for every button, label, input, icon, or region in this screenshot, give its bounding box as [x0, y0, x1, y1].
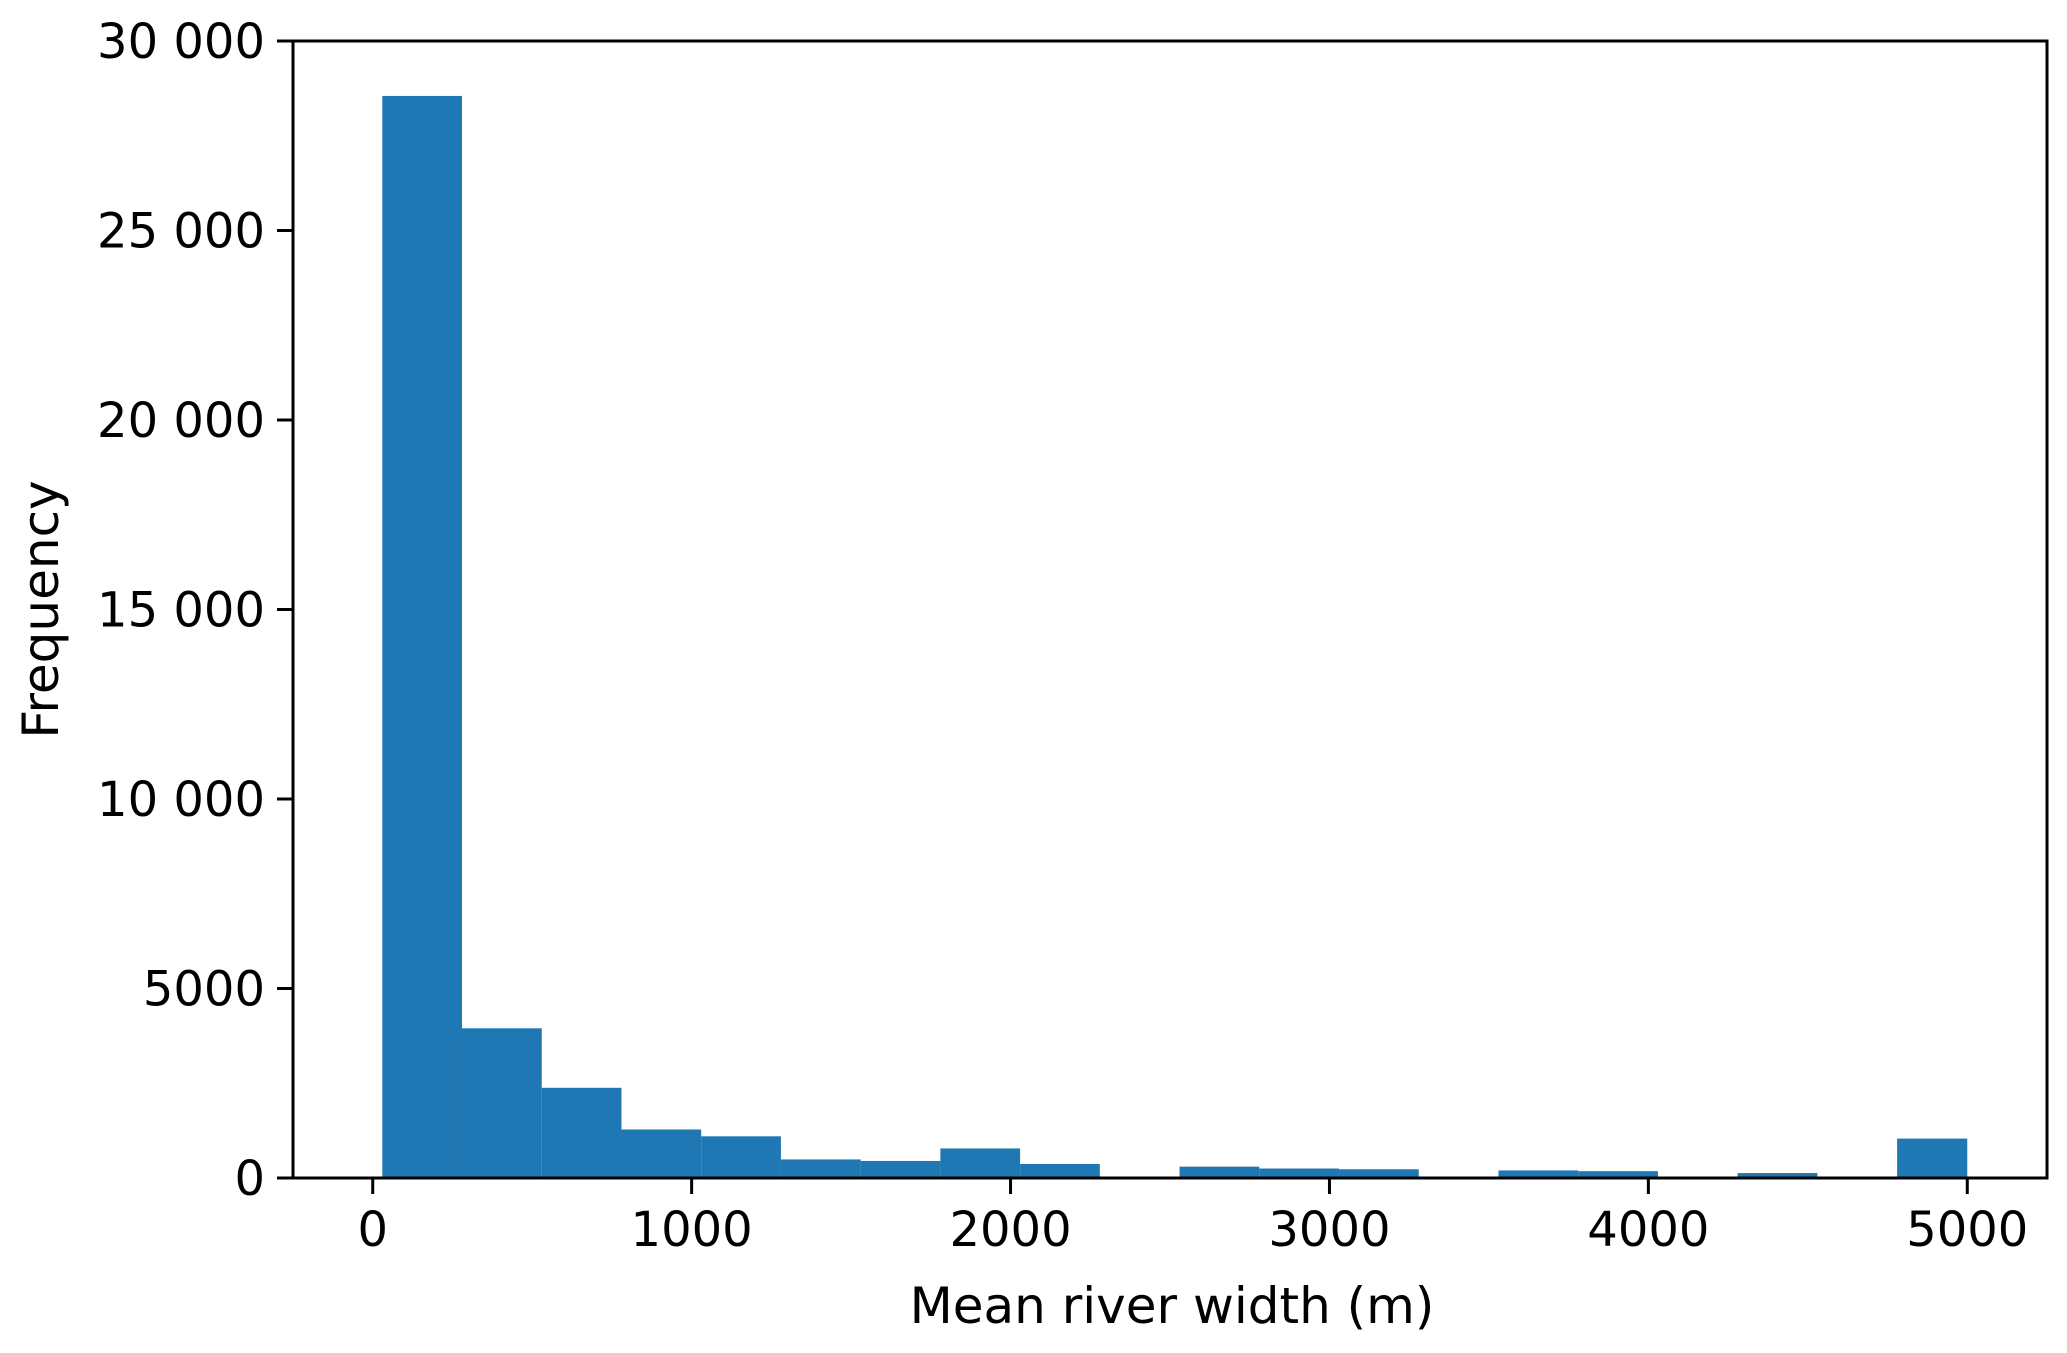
histogram-bar	[1339, 1169, 1419, 1178]
y-tick-label: 15 000	[97, 583, 265, 639]
histogram-bar	[1259, 1168, 1340, 1178]
y-tick-label: 25 000	[97, 204, 265, 260]
x-tick-label: 3000	[1268, 1202, 1390, 1258]
y-tick-label: 0	[234, 1151, 265, 1207]
histogram-bar	[701, 1136, 781, 1178]
histogram-bar	[1179, 1166, 1260, 1178]
histogram-bar	[940, 1148, 1021, 1178]
x-tick-label: 4000	[1587, 1202, 1709, 1258]
histogram-bar	[1737, 1173, 1818, 1178]
histogram-bar	[780, 1159, 861, 1178]
y-tick-label: 10 000	[97, 772, 265, 828]
x-axis-ticks: 0 1000 2000 3000 4000 5000	[357, 1178, 2028, 1258]
x-tick-label: 5000	[1906, 1202, 2028, 1258]
x-tick-label: 1000	[631, 1202, 753, 1258]
histogram-bar	[462, 1028, 542, 1178]
histogram-bar	[860, 1160, 941, 1178]
histogram-bar	[541, 1087, 622, 1178]
histogram-bar	[382, 95, 463, 1179]
x-tick-label: 2000	[949, 1202, 1071, 1258]
y-tick-label: 30 000	[97, 14, 265, 70]
y-tick-label: 5000	[143, 962, 265, 1018]
x-tick-label: 0	[357, 1202, 388, 1258]
y-axis-ticks: 0 5000 10 000 15 000 20 000 25 000 30 000	[97, 14, 293, 1207]
plot-frame	[291, 39, 2049, 1180]
histogram-bar	[1020, 1163, 1100, 1178]
x-axis-label: Mean river width (m)	[910, 1277, 1435, 1335]
y-tick-label: 20 000	[97, 393, 265, 449]
histogram-bar	[1897, 1138, 1968, 1178]
histogram-bars	[382, 95, 1968, 1179]
histogram-bar	[621, 1129, 702, 1178]
histogram-bar	[1578, 1171, 1658, 1178]
y-axis-label: Frequency	[12, 480, 70, 738]
histogram-bar	[1498, 1170, 1579, 1178]
